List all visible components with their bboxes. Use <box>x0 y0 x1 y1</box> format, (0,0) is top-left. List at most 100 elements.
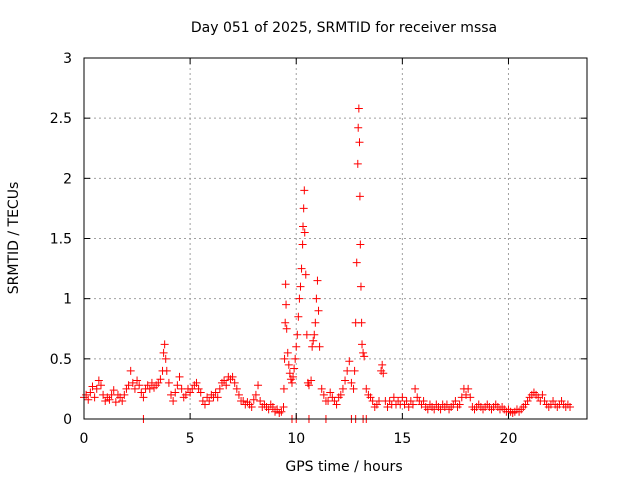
y-tick-label: 2 <box>63 171 72 187</box>
data-point <box>411 384 420 393</box>
data-point <box>354 123 363 132</box>
data-point <box>120 390 129 399</box>
data-point <box>289 372 298 381</box>
data-point <box>372 400 381 409</box>
data-point <box>215 384 224 393</box>
data-point <box>254 381 263 390</box>
data-point <box>160 340 169 349</box>
data-point <box>355 138 364 147</box>
y-tick-label: 1 <box>63 292 72 308</box>
data-point <box>330 396 339 405</box>
data-point <box>298 240 307 249</box>
x-tick-label: 15 <box>393 431 411 447</box>
data-point <box>230 378 239 387</box>
data-point <box>90 393 99 402</box>
data-point <box>284 360 293 369</box>
data-point <box>378 360 387 369</box>
data-point <box>466 393 475 402</box>
data-point <box>280 354 289 363</box>
data-point <box>311 318 320 327</box>
data-point <box>282 324 291 333</box>
data-point <box>84 395 93 404</box>
data-point <box>268 402 277 411</box>
data-point <box>159 348 168 357</box>
data-point <box>317 384 326 393</box>
data-point <box>287 378 296 387</box>
data-point <box>338 384 347 393</box>
ticks-layer: 0 5 10 15 20 0 0.5 1 1.5 2 2.5 3 <box>50 51 587 447</box>
data-point <box>406 396 415 405</box>
data-point <box>82 390 91 399</box>
data-point <box>111 398 120 407</box>
data-point <box>349 384 358 393</box>
data-point <box>345 357 354 366</box>
data-point <box>133 376 142 385</box>
data-point <box>359 348 368 357</box>
data-point <box>94 376 103 385</box>
data-point <box>313 276 322 285</box>
data-point <box>300 228 309 237</box>
data-point <box>239 396 248 405</box>
data-point <box>291 354 300 363</box>
data-point <box>398 393 407 402</box>
data-point <box>521 400 530 409</box>
grid-layer <box>84 58 587 419</box>
data-point <box>281 318 290 327</box>
y-axis-title: SRMTID / TECUs <box>6 182 22 295</box>
data-point <box>538 390 547 399</box>
data-point <box>404 402 413 411</box>
data-point <box>358 340 367 349</box>
data-point <box>222 381 231 390</box>
data-point <box>99 390 108 399</box>
data-point <box>282 300 291 309</box>
data-point <box>304 381 313 390</box>
data-point <box>307 376 316 385</box>
data-point <box>366 393 375 402</box>
data-point <box>356 282 365 291</box>
data-point <box>295 294 304 303</box>
data-point <box>251 390 260 399</box>
data-point <box>232 384 241 393</box>
y-tick-label: 0 <box>63 412 72 428</box>
data-point <box>301 270 310 279</box>
data-point <box>128 378 137 387</box>
data-point <box>281 280 290 289</box>
data-point <box>169 396 178 405</box>
data-point <box>383 402 392 411</box>
data-point <box>379 369 388 378</box>
data-point <box>341 376 350 385</box>
data-point <box>408 400 417 409</box>
data-point <box>332 400 341 409</box>
data-point <box>92 384 101 393</box>
data-point <box>417 400 426 409</box>
data-point <box>354 104 363 113</box>
data-point <box>173 381 182 390</box>
data-point <box>181 390 190 399</box>
data-point <box>122 384 131 393</box>
data-point <box>462 390 471 399</box>
data-point <box>299 204 308 213</box>
data-point <box>130 384 139 393</box>
data-point <box>312 294 321 303</box>
data-point <box>347 378 356 387</box>
data-point <box>162 366 171 375</box>
x-axis-title: GPS time / hours <box>285 459 402 475</box>
data-point <box>400 400 409 409</box>
data-point <box>508 408 517 417</box>
y-tick-label: 3 <box>63 51 72 67</box>
data-point <box>557 396 566 405</box>
data-point <box>302 330 311 339</box>
data-point <box>279 402 288 411</box>
data-point <box>457 393 466 402</box>
data-point <box>279 384 288 393</box>
data-point <box>135 381 144 390</box>
x-tick-label: 10 <box>287 431 305 447</box>
chart-title: Day 051 of 2025, SRMTID for receiver mss… <box>191 20 497 36</box>
data-point <box>137 388 146 397</box>
data-point <box>194 384 203 393</box>
data-point <box>175 372 184 381</box>
y-tick-label: 0.5 <box>50 352 72 368</box>
data-point <box>105 395 114 404</box>
data-point <box>534 393 543 402</box>
data-point <box>455 400 464 409</box>
